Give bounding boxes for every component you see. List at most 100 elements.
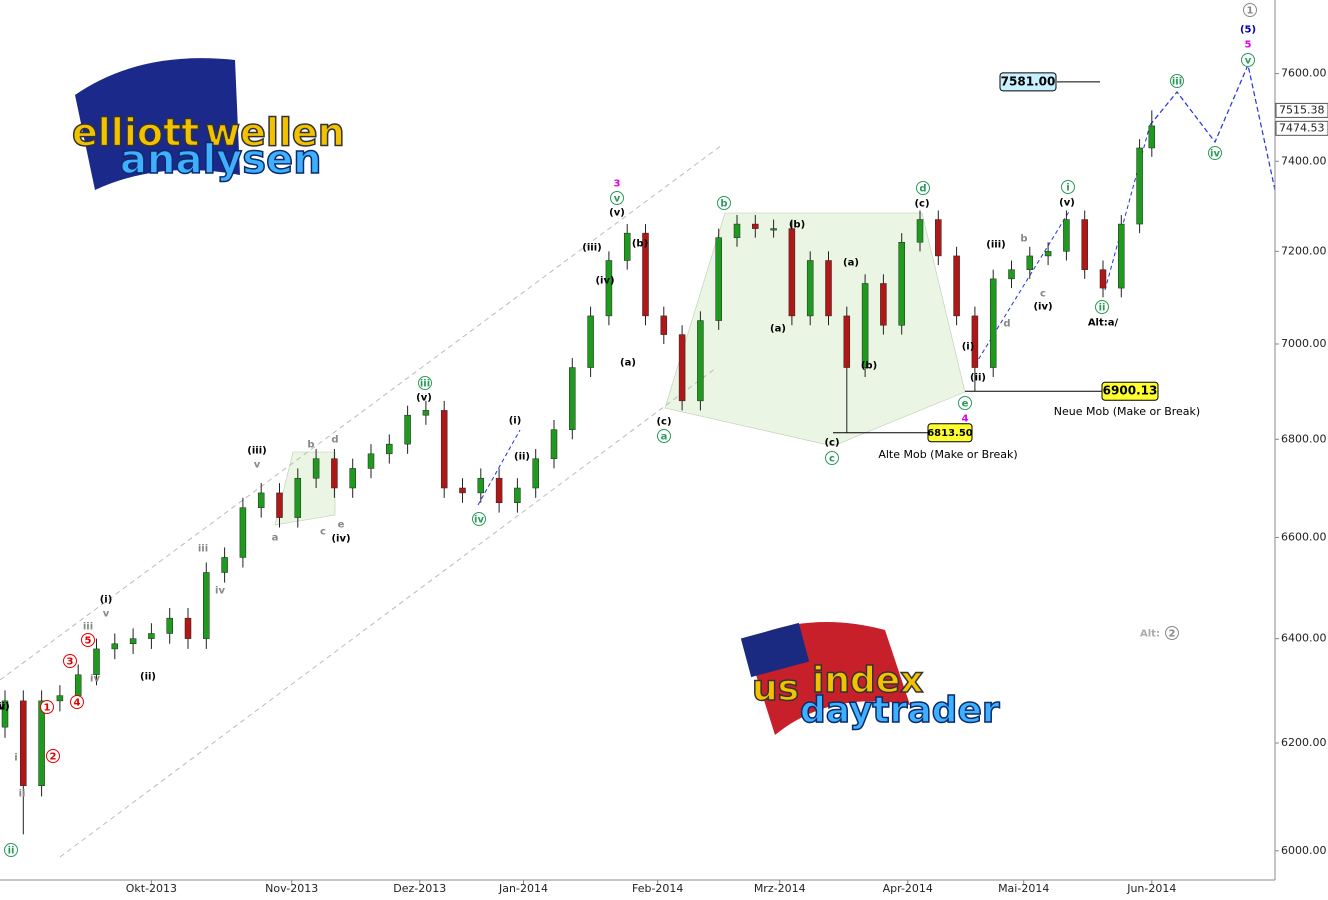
wave-circle xyxy=(81,633,95,647)
wave-label: c xyxy=(1040,289,1046,300)
price-tag-label: 7474.53 xyxy=(1279,121,1325,134)
candle-body xyxy=(514,487,521,504)
projection-line xyxy=(1149,63,1276,191)
candle-body xyxy=(257,492,265,508)
wave-label: iii xyxy=(83,622,93,633)
wave-label: (c) xyxy=(824,438,839,449)
wave-label: v xyxy=(103,609,110,620)
wave-circle xyxy=(717,196,731,210)
x-tick-label: Dez-2013 xyxy=(393,882,446,895)
candle-body xyxy=(733,223,741,238)
wave-circle xyxy=(1241,53,1255,67)
candle-body xyxy=(93,648,100,676)
wave-label: i xyxy=(14,753,17,764)
wave-label: (v) xyxy=(1059,198,1075,209)
wave-label: d xyxy=(919,184,926,195)
wave-label: a xyxy=(661,432,668,443)
candle-body xyxy=(1148,125,1156,149)
candle-body xyxy=(806,260,814,317)
candle-body xyxy=(331,458,338,489)
x-tick-label: Mai-2014 xyxy=(998,882,1049,895)
wave-label: iv xyxy=(90,674,100,685)
level-label: 7581.00 xyxy=(1001,74,1056,88)
wave-label: iv xyxy=(474,515,484,526)
candle-body xyxy=(770,228,777,231)
wave-label: b xyxy=(1020,234,1027,245)
wave-label: (ii) xyxy=(514,452,530,463)
wave-circle xyxy=(1061,180,1075,194)
level-label: 6900.13 xyxy=(1103,384,1158,398)
y-tick-label: 6200.00 xyxy=(1281,736,1327,749)
wave-label: (iv) xyxy=(595,276,614,287)
wave-label: (b) xyxy=(861,361,877,372)
wave-label: (iii) xyxy=(582,243,601,254)
wave-label: c xyxy=(320,527,326,538)
candle-body xyxy=(184,617,192,639)
wave-label: d xyxy=(1003,319,1010,330)
logo-text: us xyxy=(752,668,799,709)
trend-line xyxy=(477,429,521,506)
wave-label: d xyxy=(331,435,338,446)
wave-label: 3 xyxy=(614,179,621,190)
wave-label: c xyxy=(829,454,835,465)
x-tick-label: Okt-2013 xyxy=(126,882,177,895)
candle-body xyxy=(294,477,302,518)
wave-label: ii xyxy=(19,789,26,800)
wave-label: (i) xyxy=(100,595,113,606)
y-tick-label: 6600.00 xyxy=(1281,530,1327,543)
candle-body xyxy=(953,255,960,317)
candle-body xyxy=(1099,269,1107,289)
y-tick-label: 7400.00 xyxy=(1281,154,1327,167)
candle-body xyxy=(642,232,649,317)
wave-label: (iv) xyxy=(331,534,350,545)
wave-label: (a) xyxy=(843,258,859,269)
wave-label: iii xyxy=(198,544,208,555)
x-tick-label: Jan-2014 xyxy=(498,882,548,895)
decor xyxy=(0,0,1276,881)
wave-circle xyxy=(1165,626,1179,640)
wave-circle xyxy=(916,181,930,195)
wave-label: 3 xyxy=(67,657,74,668)
wave-circle xyxy=(4,843,18,857)
level-box xyxy=(927,423,973,443)
plot: 6000.00 6200.00 6400.00 6600.00 6800.00 7000.… xyxy=(0,3,1328,895)
x-tick-label: Feb-2014 xyxy=(632,882,683,895)
x-tick-label: Mrz-2014 xyxy=(754,882,806,895)
wave-label: 5 xyxy=(1245,40,1252,51)
candle-body xyxy=(1136,147,1143,225)
candle-body xyxy=(1044,251,1052,257)
wave-label: (b) xyxy=(789,220,805,231)
wave-label: b xyxy=(720,199,727,210)
wave-circle xyxy=(657,429,671,443)
candle-body xyxy=(752,223,759,229)
candle-body xyxy=(989,278,997,368)
logo-text: wellen xyxy=(205,111,345,155)
wave-circle xyxy=(958,396,972,410)
candle-body xyxy=(459,487,466,494)
channel-line xyxy=(0,144,723,681)
wave-label: (iii) xyxy=(0,702,10,713)
pattern-area xyxy=(664,212,966,447)
wave-circle xyxy=(1208,146,1222,160)
wave-label: iii xyxy=(1172,77,1182,88)
wave-label: v xyxy=(1245,56,1252,67)
candle-body xyxy=(569,367,576,430)
candle-body xyxy=(367,453,375,469)
candle-body xyxy=(532,458,539,489)
channel-line xyxy=(59,367,717,858)
wave-label: 4 xyxy=(74,698,81,709)
candle-body xyxy=(477,477,485,494)
candle-body xyxy=(678,334,686,402)
trend-line xyxy=(1104,124,1151,291)
candle-body xyxy=(1118,223,1125,289)
candle-body xyxy=(1,700,9,728)
candle-body xyxy=(1026,255,1034,270)
candle-body xyxy=(495,477,503,504)
wave-circle xyxy=(70,695,84,709)
wave-label: Alt:a/ xyxy=(1088,318,1119,329)
candle-body xyxy=(660,315,668,335)
wave-label: a xyxy=(272,533,279,544)
candle-body xyxy=(697,320,704,402)
